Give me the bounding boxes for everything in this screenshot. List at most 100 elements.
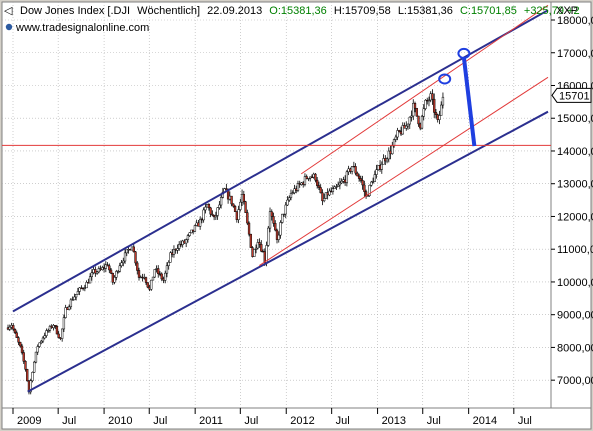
candle-body [136,262,139,271]
candle-body [438,115,441,120]
candle-body [199,218,202,227]
candle-body [67,306,71,310]
candle-body [303,176,307,185]
candle-body [188,232,191,236]
candle-body [164,272,167,281]
candle-body [335,186,338,188]
candle-body [424,99,427,109]
high-value: H:15709,58 [334,5,391,17]
candle-body [232,203,235,207]
candle-body [47,330,50,332]
close-value: C:15701,85 [460,5,517,17]
candle-body [244,201,247,213]
candle-body [17,337,20,343]
candle-body [94,269,97,274]
candle-body [55,326,59,335]
candle-body [165,265,169,274]
y-tick-label: 15000,00 [557,113,593,125]
candle-body [434,112,438,115]
candle-body [125,249,128,254]
x-tick-label: 2009 [17,415,41,427]
candle-body [422,108,425,117]
candle-body [440,104,443,116]
candle-body [146,282,149,288]
candle-body [359,178,362,181]
candle-body [71,299,74,301]
candle-body [305,176,308,179]
candle-body [113,277,116,283]
candle-body [151,276,155,281]
candle-body [115,271,118,278]
candle-body [246,212,249,224]
candle-body [394,136,397,140]
candle-body [176,248,179,251]
candle-body [314,173,317,181]
x-tick-label: 2013 [382,415,406,427]
candle-body [350,165,354,172]
y-tick-label: 17000,00 [557,48,593,60]
candle-body [34,351,38,363]
last-value-box [551,87,592,103]
candle-body [242,194,245,202]
x-tick-label: 2010 [108,415,132,427]
y-tick-label: 9000,00 [557,310,593,322]
candle-body [333,186,336,189]
candle-body [288,197,291,201]
candle-body [415,107,418,117]
y-axis-ticks: 7000,00 8000,00 9000,00 10000,00 11000,00 120… [551,15,593,387]
candle-body [24,361,27,370]
candle-body [150,279,153,290]
candle-body [88,276,92,284]
x-tick-label: 2014 [473,415,497,427]
candle-body [178,243,181,249]
open-value: O:15381,36 [269,5,327,17]
candle-body [74,294,78,298]
candle-body [441,96,445,106]
source-url: www.tradesignalonline.com [15,22,149,34]
candle-body [61,328,64,339]
candle-body [52,325,55,328]
candle-body [78,287,81,292]
candle-body [431,93,434,100]
candle-body [132,246,135,253]
currency-label: XXP [556,5,578,17]
candle-body [167,262,170,266]
candle-body [38,342,41,347]
candle-body [134,251,137,264]
candle-body [307,177,310,180]
candle-body [33,361,36,373]
channel-line-upper_main [12,9,549,313]
candle-body [104,264,107,269]
candle-body [267,227,270,246]
candle-body [211,213,214,216]
candle-body [20,345,24,353]
x-tick-label: Jul [153,415,167,427]
candle-body [385,158,389,162]
candle-body [45,330,48,336]
candle-body [97,268,100,273]
candle-body [69,299,73,308]
candle-body [123,252,127,262]
y-tick-label: 13000,00 [557,179,593,191]
candle-body [291,192,294,194]
candle-body [272,216,275,224]
candle-body [368,184,371,196]
candle-body [54,325,57,327]
candle-body [354,166,357,174]
candle-body [356,172,359,177]
x-tick-label: Jul [336,415,350,427]
candle-body [284,204,287,215]
candle-body [433,98,436,113]
candle-body [153,269,156,278]
caret-icon[interactable]: ◁ [4,5,13,17]
candle-body [316,179,319,186]
candle-body [357,175,361,179]
candle-body [15,332,18,338]
candle-body [254,247,258,250]
candle-body [413,102,417,109]
x-tick-label: Jul [62,415,76,427]
candle-body [336,184,340,187]
candle-body [13,328,17,334]
